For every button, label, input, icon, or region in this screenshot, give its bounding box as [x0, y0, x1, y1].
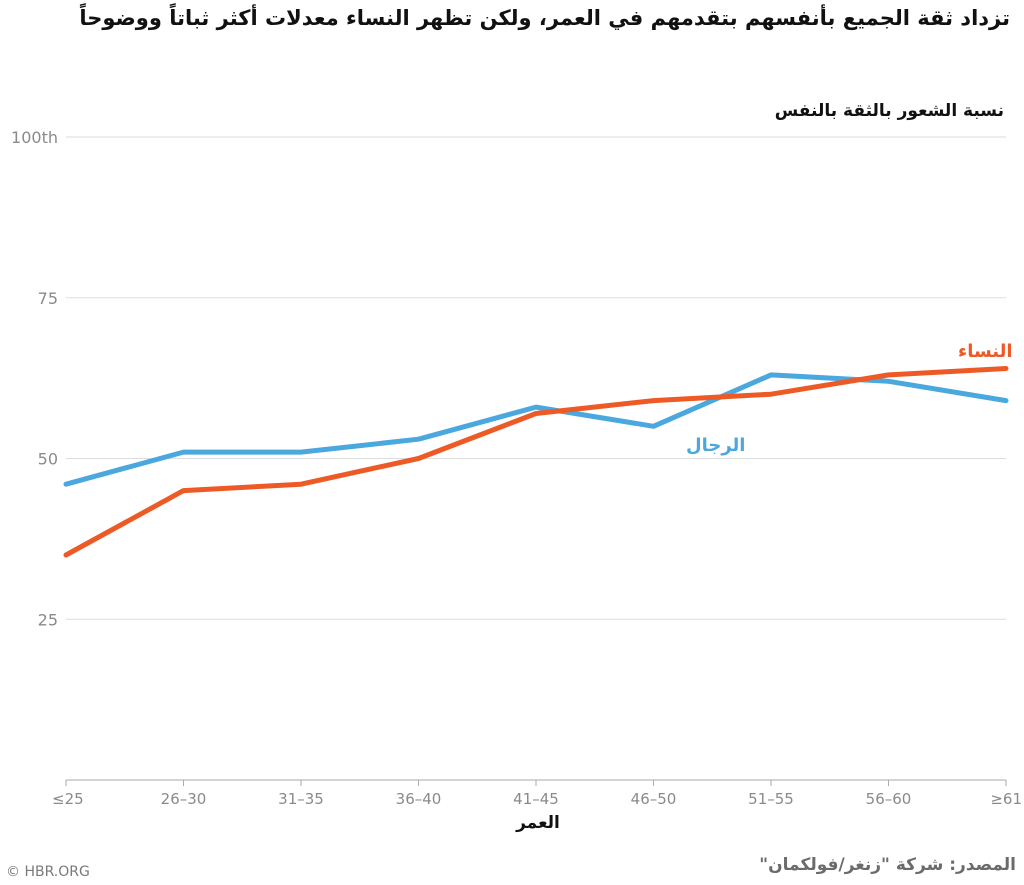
- y-tick-label: 75: [38, 289, 58, 308]
- x-tick-label: 51–55: [748, 790, 794, 808]
- x-tick-labels: ≤25 26–30 31–35 36–40 41–45 46–50 51–55 56–60 ≥6…: [52, 790, 1022, 808]
- source-note: المصدر: شركة "زنغر/فولكمان": [759, 855, 1016, 875]
- y-tick-labels: 25 50 75 100th: [11, 128, 58, 629]
- y-axis-label: نسبة الشعور بالثقة بالنفس: [774, 101, 1004, 121]
- x-axis: [65, 779, 1007, 786]
- x-tick-label: 56–60: [866, 790, 912, 808]
- x-tick-label: 46–50: [631, 790, 677, 808]
- gridlines: [66, 136, 1006, 620]
- series-label-men: الرجال: [686, 435, 745, 456]
- x-tick-label: 41–45: [513, 790, 559, 808]
- x-axis-label: العمر: [515, 813, 560, 833]
- series-line-women: [63, 366, 1009, 558]
- x-tick-label: ≥61: [990, 790, 1022, 808]
- y-tick-label: 50: [38, 450, 58, 469]
- series-lines: [63, 366, 1009, 558]
- y-tick-label: 100th: [11, 128, 58, 147]
- x-tick-label: 26–30: [161, 790, 207, 808]
- x-tick-label: 31–35: [278, 790, 324, 808]
- hbr-credit: © HBR.ORG: [6, 864, 90, 880]
- chart-title: تزداد ثقة الجميع بأنفسهم بتقدمهم في العم…: [79, 6, 1010, 30]
- y-tick-label: 25: [38, 610, 58, 629]
- x-tick-label: ≤25: [52, 790, 84, 808]
- x-tick-label: 36–40: [396, 790, 442, 808]
- series-label-women: النساء: [958, 341, 1013, 362]
- series-line-men: [63, 372, 1009, 487]
